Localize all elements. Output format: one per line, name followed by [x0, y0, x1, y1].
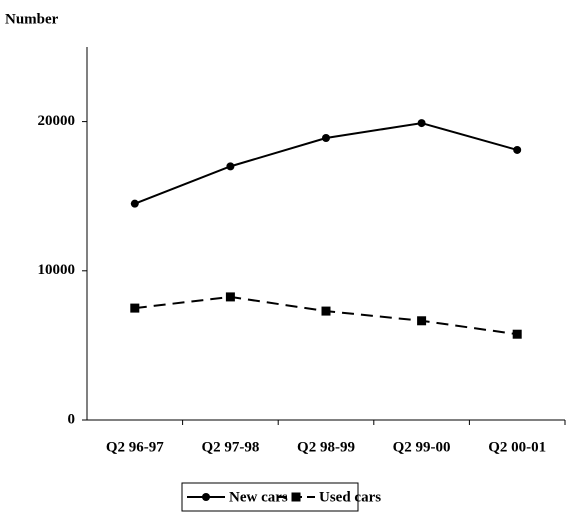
legend-box	[181, 482, 359, 512]
point	[512, 329, 522, 339]
x-tick-label: Q2 96-97	[106, 439, 164, 455]
legend-label: Used cars	[319, 489, 381, 505]
legend-marker	[291, 492, 301, 502]
point	[322, 134, 330, 143]
point	[417, 119, 426, 128]
y-axis-label: Number	[5, 11, 59, 27]
x-tick-label: Q2 97-98	[201, 439, 259, 455]
y-tick-label: 10000	[38, 262, 76, 278]
point	[130, 303, 140, 313]
point	[513, 145, 522, 154]
x-tick-label: Q2 98-99	[297, 439, 355, 455]
point	[417, 316, 427, 326]
legend-marker	[202, 493, 210, 501]
point	[226, 162, 235, 171]
x-tick-label: Q2 00-01	[488, 439, 546, 455]
legend-label: New cars	[229, 489, 288, 505]
x-tick-label: Q2 99-00	[393, 439, 451, 455]
y-tick-label: 0	[68, 411, 76, 427]
point	[225, 292, 235, 302]
point	[321, 306, 331, 316]
point	[130, 199, 139, 208]
y-tick-label: 20000	[38, 113, 76, 129]
